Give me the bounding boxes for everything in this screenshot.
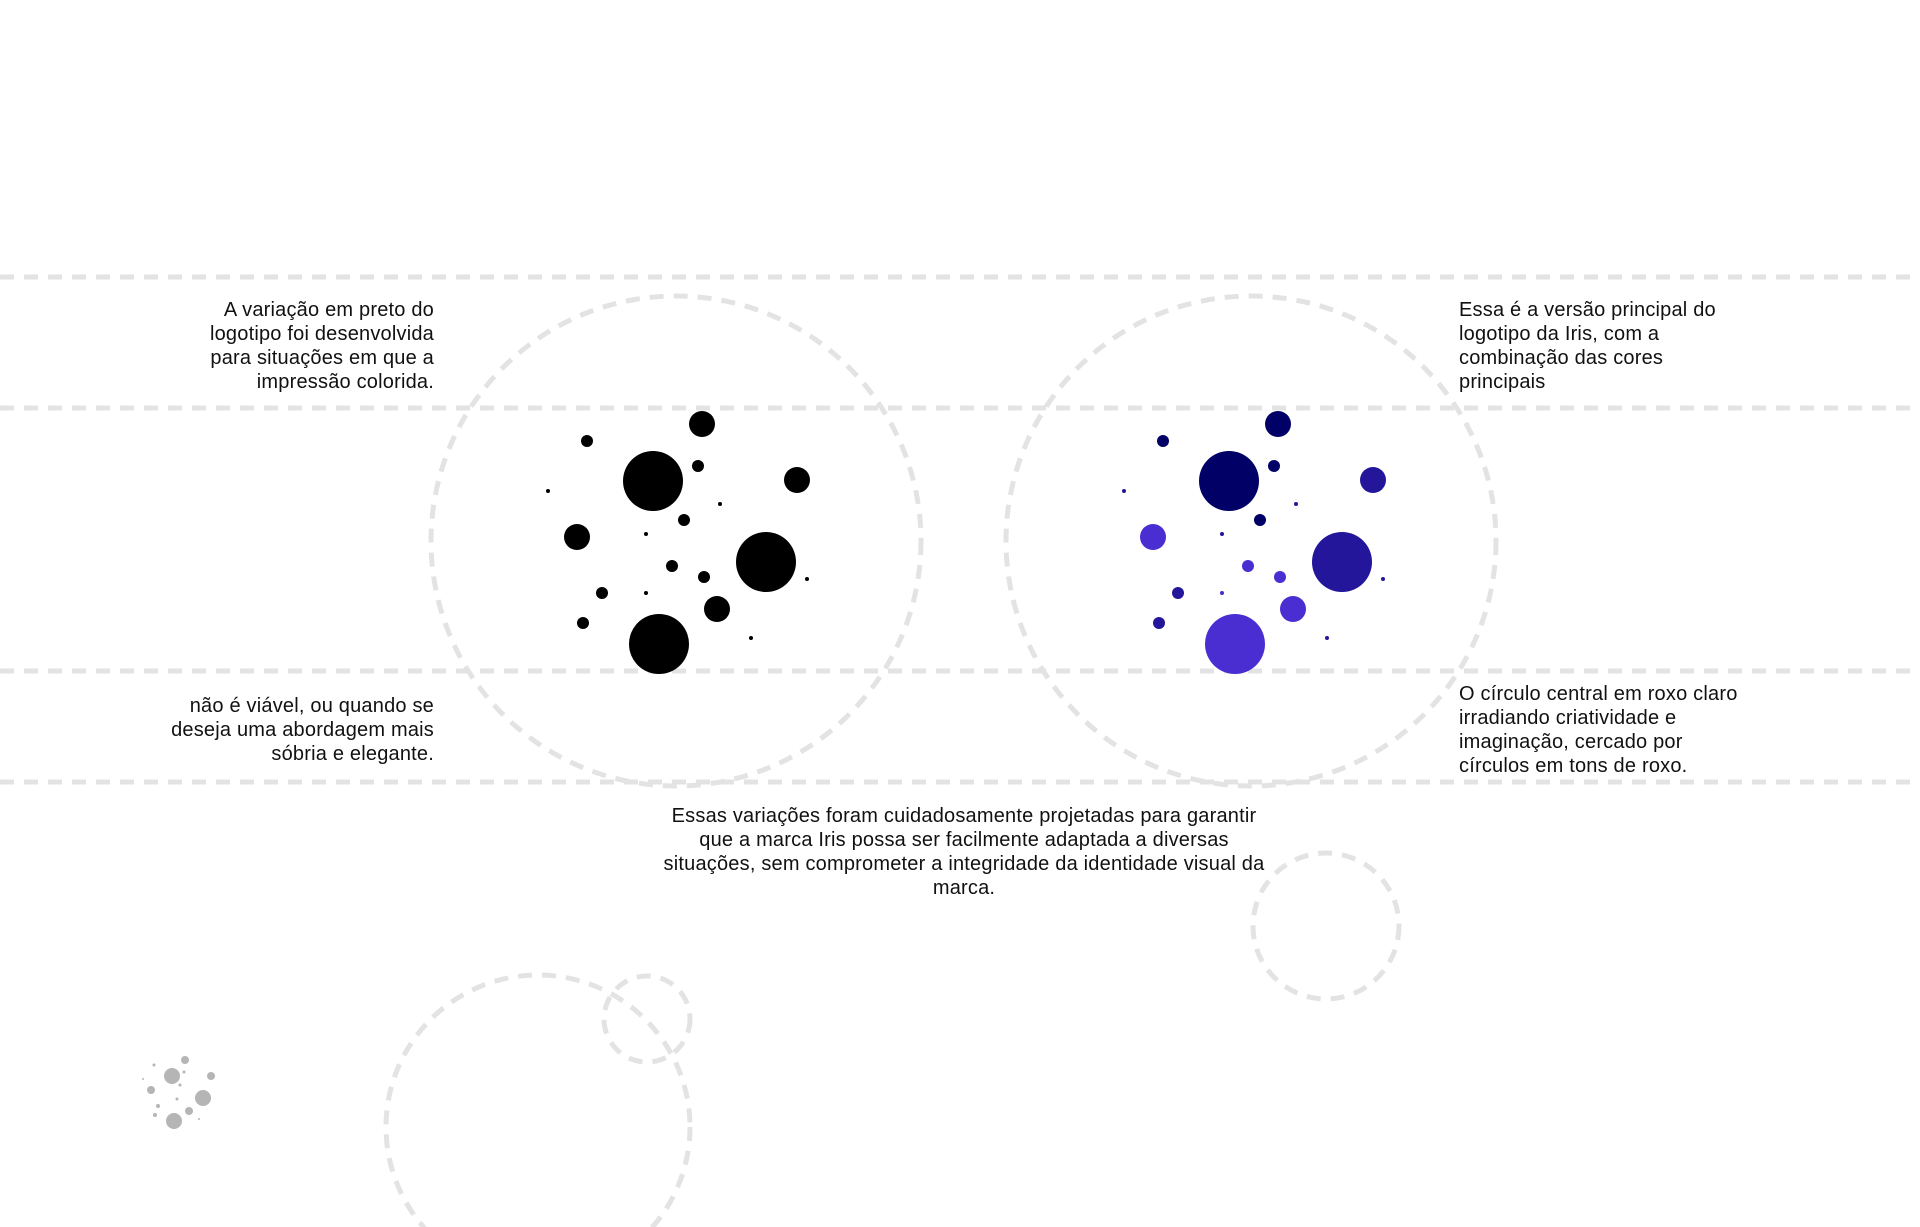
- logo-dot: [629, 614, 689, 674]
- logo-dot: [564, 524, 590, 550]
- guide-circle-bottom-large: [383, 972, 693, 1227]
- logo-dot: [784, 467, 810, 493]
- logo-dot: [1325, 636, 1329, 640]
- logo-dot: [692, 460, 704, 472]
- logo-dot: [1265, 411, 1291, 437]
- logo-dot: [1280, 596, 1306, 622]
- logo-dot: [142, 1078, 144, 1080]
- logo-dot: [1153, 617, 1165, 629]
- guide-circle-small-right: [1250, 850, 1402, 1002]
- text-line: marca.: [932, 877, 996, 899]
- logo-dot: [178, 1083, 182, 1087]
- text-line: que a marca Iris possa ser facilmente ad…: [699, 829, 1229, 851]
- text-line: O círculo central em roxo claro: [1459, 683, 1738, 705]
- logo-dot: [581, 435, 593, 447]
- text-line: principais: [1459, 371, 1546, 393]
- text-line: situações, sem comprometer a integridade…: [663, 853, 1265, 875]
- guide-circle-bottom-small: [601, 973, 693, 1065]
- logo-dot: [1220, 532, 1224, 536]
- text-line: combinação das cores: [1459, 347, 1664, 369]
- logo-dot: [153, 1113, 157, 1117]
- logo-dot: [596, 587, 608, 599]
- logo-dot: [678, 514, 690, 526]
- logo-dot: [1205, 614, 1265, 674]
- text-line: círculos em tons de roxo.: [1459, 755, 1688, 777]
- logo-dot: [1294, 502, 1298, 506]
- guide-circle-primary: [1003, 293, 1499, 789]
- logo-dot: [147, 1086, 155, 1094]
- logo-dot: [1312, 532, 1372, 592]
- logo-dot: [1254, 514, 1266, 526]
- logo-dot: [546, 489, 550, 493]
- logo-dot: [644, 591, 648, 595]
- logo-dot: [181, 1056, 189, 1064]
- logo-dot: [1157, 435, 1169, 447]
- logo-dot: [577, 617, 589, 629]
- logo-dot: [666, 560, 678, 572]
- logo-dot: [1199, 451, 1259, 511]
- logo-dot: [198, 1118, 200, 1120]
- logo-dot: [1122, 489, 1126, 493]
- logo-dot: [1360, 467, 1386, 493]
- logo-dot: [749, 636, 753, 640]
- logo-dot: [207, 1072, 215, 1080]
- logo-dot: [698, 571, 710, 583]
- logo-dot: [1274, 571, 1286, 583]
- text-line: logotipo da Iris, com a: [1459, 323, 1660, 345]
- logo-dot: [164, 1068, 180, 1084]
- black-variant-intro: A variação em preto do logotipo foi dese…: [210, 298, 434, 394]
- guide-circle-black: [428, 293, 924, 789]
- logo-dot: [166, 1113, 182, 1129]
- logo-dot: [644, 532, 648, 536]
- text-line: sóbria e elegante.: [271, 743, 434, 765]
- logo-dot: [182, 1070, 186, 1074]
- black-variant-continued: não é viável, ou quando se deseja uma ab…: [171, 694, 434, 766]
- text-line: irradiando criatividade e: [1459, 707, 1677, 729]
- logo-dot: [195, 1090, 211, 1106]
- text-line: não é viável, ou quando se: [189, 695, 434, 717]
- logo-dot: [175, 1097, 179, 1101]
- logo-dot: [152, 1063, 156, 1067]
- logo-dot: [736, 532, 796, 592]
- logo-dot: [704, 596, 730, 622]
- logo-dot: [1172, 587, 1184, 599]
- text-line: logotipo foi desenvolvida: [209, 323, 434, 345]
- logo-dot: [1140, 524, 1166, 550]
- logo-dot: [623, 451, 683, 511]
- text-line: impressão colorida.: [256, 371, 434, 393]
- logo-dot: [805, 577, 809, 581]
- text-line: Essas variações foram cuidadosamente pro…: [671, 805, 1257, 827]
- logo-dot: [156, 1104, 160, 1108]
- logo-dot: [185, 1107, 193, 1115]
- primary-variant-intro: Essa é a versão principal do logotipo da…: [1459, 298, 1716, 394]
- logo-dot: [1242, 560, 1254, 572]
- text-line: Essa é a versão principal do: [1459, 299, 1716, 321]
- logo-dot: [1220, 591, 1224, 595]
- text-line: para situações em que a: [210, 347, 434, 369]
- logo-dot: [718, 502, 722, 506]
- logo-dot: [689, 411, 715, 437]
- logo-dot: [1268, 460, 1280, 472]
- text-line: A variação em preto do: [223, 299, 434, 321]
- text-line: deseja uma abordagem mais: [171, 719, 434, 741]
- text-line: imaginação, cercado por: [1459, 731, 1683, 753]
- logo-dot: [1381, 577, 1385, 581]
- summary-paragraph: Essas variações foram cuidadosamente pro…: [564, 804, 1364, 900]
- primary-variant-continued: O círculo central em roxo claro irradian…: [1459, 682, 1738, 778]
